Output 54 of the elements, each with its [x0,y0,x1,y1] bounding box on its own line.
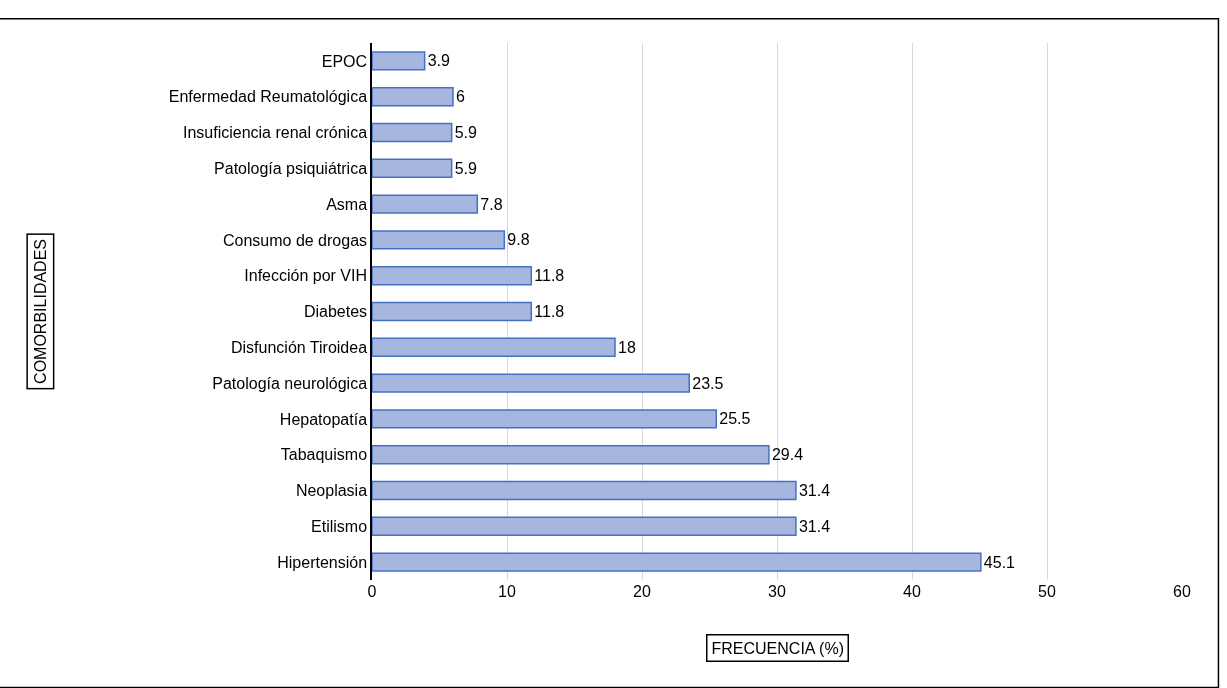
bar [372,87,454,107]
x-tick-label: 20 [633,583,651,600]
y-tick-label: Etilismo [311,517,368,535]
data-label: 29.4 [771,446,804,464]
data-label: 5.9 [454,159,477,177]
x-tick-label: 0 [367,583,377,600]
bar [372,516,797,536]
x-tick-label: 40 [903,583,921,600]
y-tick-label: Insuficiencia renal crónica [182,124,368,142]
y-tick-label: Hepatopatía [279,410,368,428]
data-label: 18 [618,338,636,356]
x-tick-label: 30 [768,583,786,600]
y-tick-label: Asma [326,195,368,213]
y-tick-label: Enfermedad Reumatológica [168,88,368,106]
y-tick-label: Consumo de drogas [222,231,368,249]
bar [372,230,506,250]
bar [372,480,797,501]
x-tick-label: 10 [498,583,516,600]
data-label: 45.1 [983,553,1016,571]
y-tick-label: EPOC [321,52,368,70]
data-label: 11.8 [534,267,565,285]
bar [372,266,533,286]
bar [372,194,479,214]
data-label: 23.5 [692,374,724,392]
data-label: 7.8 [480,195,503,213]
bar [372,445,770,465]
y-tick-label: Patología neurológica [212,374,368,392]
data-label: 31.4 [798,482,831,499]
x-tick-label: 50 [1038,583,1056,600]
bar [372,552,982,572]
bar [372,409,717,429]
text: COMORBILIDADES [31,238,49,384]
data-label: 9.8 [507,231,530,249]
x-axis-title: FRECUENCIA (%) [711,639,844,657]
bar [372,301,533,322]
bar [372,373,690,393]
bar [372,51,426,71]
data-label: 6 [456,88,465,106]
y-tick-label: Tabaquismo [280,446,368,464]
x-tick-label: 60 [1173,583,1191,600]
data-label: 3.9 [427,52,450,70]
bar [372,337,616,357]
data-label: 25.5 [719,410,751,428]
data-label: 31.4 [798,517,831,535]
y-tick-label: Hipertensión [277,553,368,571]
y-tick-label: Disfunción Tiroidea [230,338,368,356]
y-tick-label: Diabetes [303,303,368,321]
data-label: 5.9 [454,124,477,141]
bar [372,158,453,178]
y-tick-label: Patología psiquiátrica [214,159,368,177]
y-tick-label: Neoplasia [295,482,368,500]
y-tick-label: Infección por VIH [244,267,368,285]
data-label: 11.8 [534,303,565,320]
bar [372,122,453,143]
